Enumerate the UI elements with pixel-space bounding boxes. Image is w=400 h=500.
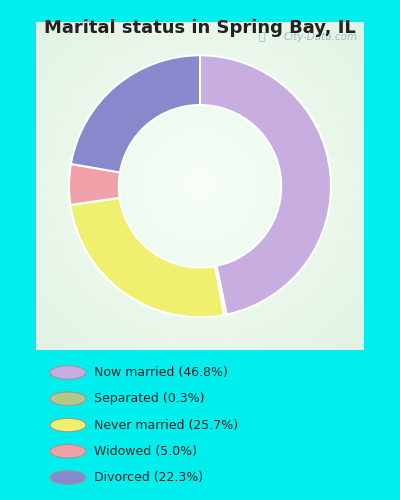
Circle shape bbox=[50, 392, 86, 406]
Text: Now married (46.8%): Now married (46.8%) bbox=[94, 366, 228, 379]
Text: Never married (25.7%): Never married (25.7%) bbox=[94, 418, 238, 432]
Circle shape bbox=[50, 418, 86, 432]
Wedge shape bbox=[200, 55, 331, 314]
Text: Separated (0.3%): Separated (0.3%) bbox=[94, 392, 204, 405]
Text: Divorced (22.3%): Divorced (22.3%) bbox=[94, 471, 203, 484]
Wedge shape bbox=[70, 198, 224, 317]
Text: Marital status in Spring Bay, IL: Marital status in Spring Bay, IL bbox=[44, 19, 356, 37]
Circle shape bbox=[50, 366, 86, 379]
Text: City-Data.com: City-Data.com bbox=[283, 32, 357, 42]
Wedge shape bbox=[71, 55, 200, 172]
Text: Widowed (5.0%): Widowed (5.0%) bbox=[94, 445, 197, 458]
Wedge shape bbox=[215, 266, 226, 315]
Circle shape bbox=[50, 444, 86, 458]
Circle shape bbox=[50, 471, 86, 484]
Text: ⓘ: ⓘ bbox=[259, 32, 266, 42]
Wedge shape bbox=[69, 164, 120, 205]
